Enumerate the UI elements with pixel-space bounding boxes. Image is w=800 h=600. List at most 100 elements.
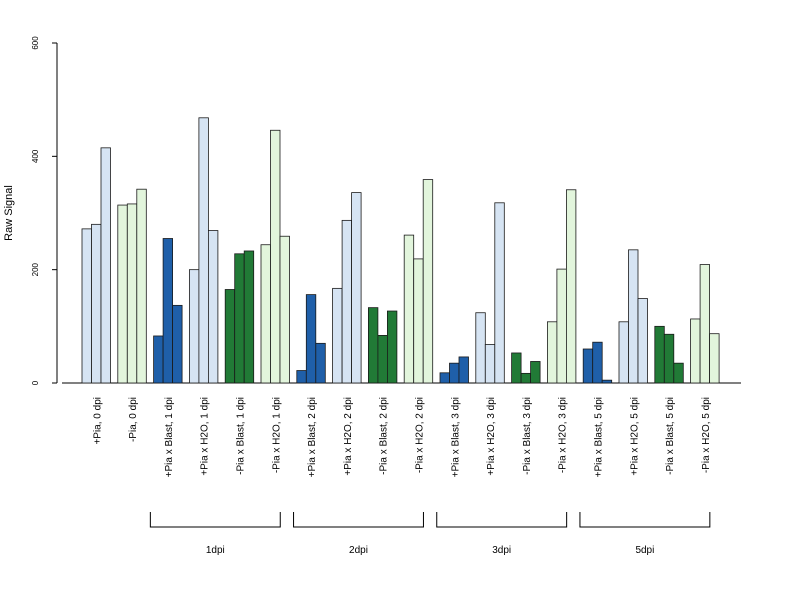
bar [117,204,128,384]
bars [81,117,720,384]
bar [260,244,271,384]
bar [224,289,236,384]
category-label: +Pia x H2O, 5 dpi [629,397,640,476]
bar [162,238,174,384]
bar [172,304,183,384]
bracket-line [293,512,424,528]
y-axis: 0 200 400 600 [31,36,58,385]
bracket-line [436,512,568,528]
bar [81,228,92,384]
bracket-line [579,512,711,528]
category-label: +Pia x H2O, 2 dpi [343,397,354,476]
bracket-line [149,512,281,528]
category-label: -Pia x Blast, 5 dpi [665,397,676,475]
group-bracket: 5dpi [579,512,711,556]
bar [413,258,424,384]
bar [403,234,415,384]
bar-group [224,250,255,384]
y-tick-label: 200 [31,262,40,276]
bar [341,219,353,384]
bar-group [403,179,434,384]
bar [386,310,398,384]
bar-group [690,264,720,384]
group-label: 3dpi [492,545,511,556]
bar [520,372,531,384]
bar [270,129,281,384]
category-label: +Pia, 0 dpi [92,397,103,445]
bar-group [439,356,469,384]
y-tick-label: 400 [31,149,40,163]
category-label: -Pia x H2O, 3 dpi [558,397,569,473]
category-label: -Pia x Blast, 3 dpi [522,397,533,475]
bar [449,362,460,384]
bar-group [153,238,183,384]
group-bracket: 2dpi [293,512,424,556]
bar-group [296,294,326,384]
bar-group [547,189,577,384]
category-label: -Pia x H2O, 1 dpi [271,397,282,473]
bar [673,362,684,384]
bar [315,342,326,384]
bar-group [511,352,541,384]
group-bracket: 1dpi [149,512,281,556]
bar [351,192,362,384]
category-label: +Pia x Blast, 5 dpi [593,397,604,477]
category-label: +Pia x Blast, 3 dpi [450,397,461,477]
bar [207,230,219,384]
bar [530,361,541,384]
category-label: +Pia x Blast, 1 dpi [164,397,175,477]
group-label: 2dpi [349,545,368,556]
bar [699,264,710,384]
bar [422,179,434,384]
bar-group [117,188,147,384]
category-label: -Pia, 0 dpi [128,397,139,442]
bar [484,344,496,384]
bar [439,372,450,384]
bar [91,223,102,384]
category-label: -Pia x Blast, 2 dpi [379,397,390,475]
bar-group [618,249,648,384]
bar [279,235,290,384]
bar [198,117,209,384]
y-tick-label: 600 [31,36,40,50]
bar [332,287,343,384]
bar [153,335,164,384]
bar [556,268,567,384]
category-label: +Pia x H2O, 1 dpi [200,397,211,476]
bar [494,202,505,384]
category-label: -Pia x H2O, 2 dpi [414,397,425,473]
group-label: 1dpi [206,545,225,556]
bar [188,269,200,384]
bar-group [582,341,613,384]
bar [628,249,639,384]
bar [637,298,648,384]
bar [377,334,388,384]
bar [709,333,720,384]
category-label: -Pia x H2O, 5 dpi [701,397,712,473]
category-labels: +Pia, 0 dpi -Pia, 0 dpi +Pia x Blast, 1 dp… [92,397,712,477]
bar-group [367,307,398,384]
bar [592,341,603,384]
bar [582,348,594,384]
category-label: +Pia x Blast, 2 dpi [307,397,318,477]
y-tick-label: 0 [31,380,40,385]
bar-group [654,325,684,384]
bar-group [332,192,362,384]
category-label: +Pia x H2O, 3 dpi [486,397,497,476]
bar-group [475,202,505,384]
bar [566,189,577,384]
bar [136,188,147,384]
bar-group [188,117,219,384]
bar [296,370,307,384]
category-label: -Pia x Blast, 1 dpi [235,397,246,475]
bar [367,307,379,384]
group-label: 5dpi [635,545,654,556]
bar [458,356,469,384]
bar [663,333,675,384]
bar [243,250,255,384]
bar [475,312,486,384]
bar [234,253,245,384]
bar [690,318,701,384]
